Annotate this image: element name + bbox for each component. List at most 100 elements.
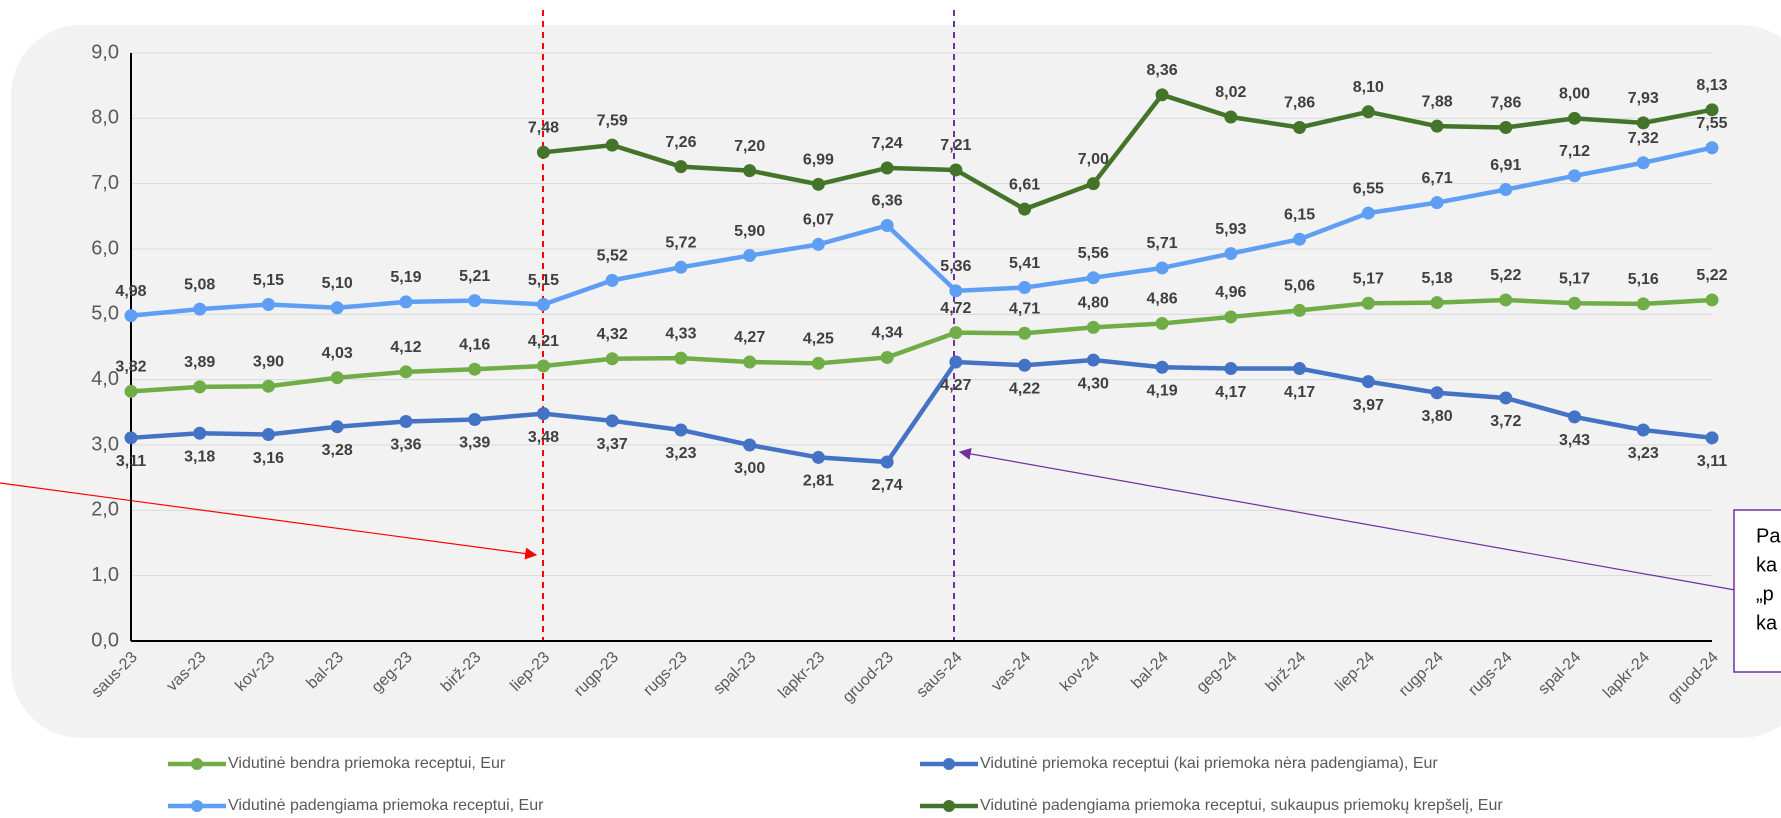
data-label: 4,72 xyxy=(940,300,971,317)
data-point xyxy=(1636,156,1650,170)
data-point xyxy=(1086,271,1100,285)
data-point xyxy=(193,380,207,394)
data-label: 6,71 xyxy=(1421,170,1452,187)
data-label: 4,96 xyxy=(1215,284,1246,301)
data-label: 5,16 xyxy=(1628,271,1659,288)
data-label: 7,55 xyxy=(1696,115,1727,132)
data-label: 3,00 xyxy=(734,460,765,477)
arrow xyxy=(958,447,1736,591)
data-point xyxy=(605,352,619,366)
data-label: 5,21 xyxy=(459,268,490,285)
data-point xyxy=(1430,119,1444,133)
data-label: 3,37 xyxy=(597,436,628,453)
data-label: 7,24 xyxy=(872,135,903,152)
data-label: 3,48 xyxy=(528,429,559,446)
data-label: 7,21 xyxy=(940,137,971,154)
data-point xyxy=(1705,141,1719,155)
data-label: 4,17 xyxy=(1284,384,1315,401)
data-label: 3,23 xyxy=(665,445,696,462)
data-label: 6,91 xyxy=(1490,157,1521,174)
data-label: 3,97 xyxy=(1353,397,1384,414)
data-label: 4,34 xyxy=(872,325,903,342)
data-point xyxy=(674,423,688,437)
data-point xyxy=(1293,120,1307,134)
data-point xyxy=(743,164,757,178)
data-label: 3,23 xyxy=(1628,445,1659,462)
data-point xyxy=(399,414,413,428)
data-label: 4,80 xyxy=(1078,295,1109,312)
data-label: 7,86 xyxy=(1490,95,1521,112)
data-point xyxy=(674,351,688,365)
data-point xyxy=(1086,320,1100,334)
data-label: 4,17 xyxy=(1215,384,1246,401)
y-tick-label: 1,0 xyxy=(91,564,119,586)
data-label: 5,93 xyxy=(1215,221,1246,238)
data-label: 4,71 xyxy=(1009,300,1040,317)
series-line xyxy=(130,357,1713,465)
data-point xyxy=(811,450,825,464)
data-label: 3,16 xyxy=(253,450,284,467)
data-point xyxy=(949,355,963,369)
data-label: 5,71 xyxy=(1147,235,1178,252)
data-point xyxy=(949,326,963,340)
data-point xyxy=(1499,120,1513,134)
data-point xyxy=(811,237,825,251)
data-point xyxy=(1636,423,1650,437)
data-label: 5,22 xyxy=(1490,267,1521,284)
data-label: 4,03 xyxy=(322,345,353,362)
data-label: 5,52 xyxy=(597,248,628,265)
data-point xyxy=(949,284,963,298)
data-point xyxy=(330,301,344,315)
data-label: 3,18 xyxy=(184,448,215,465)
data-point xyxy=(1705,293,1719,307)
data-label: 5,72 xyxy=(665,235,696,252)
data-point xyxy=(1086,353,1100,367)
data-point xyxy=(536,145,550,159)
data-point xyxy=(330,420,344,434)
data-label: 6,55 xyxy=(1353,180,1384,197)
y-tick-label: 6,0 xyxy=(91,237,119,259)
data-label: 5,10 xyxy=(322,275,353,292)
data-label: 4,19 xyxy=(1147,382,1178,399)
data-point xyxy=(949,163,963,177)
data-point xyxy=(1430,196,1444,210)
data-label: 7,12 xyxy=(1559,143,1590,160)
series-line xyxy=(130,145,1713,318)
legend-swatch xyxy=(943,758,955,770)
data-label: 5,56 xyxy=(1078,245,1109,262)
data-point xyxy=(330,371,344,385)
data-point xyxy=(1293,303,1307,317)
data-label: 3,28 xyxy=(322,442,353,459)
data-label: 5,36 xyxy=(940,258,971,275)
data-label: 3,72 xyxy=(1490,413,1521,430)
data-label: 7,93 xyxy=(1628,90,1659,107)
legend-swatch xyxy=(943,800,955,812)
data-point xyxy=(193,426,207,440)
data-point xyxy=(261,428,275,442)
data-label: 7,86 xyxy=(1284,95,1315,112)
data-point xyxy=(1224,110,1238,124)
annotation-text: ka xyxy=(1756,612,1778,634)
data-label: 4,30 xyxy=(1078,375,1109,392)
data-label: 5,18 xyxy=(1421,270,1452,287)
data-label: 4,22 xyxy=(1009,381,1040,398)
data-point xyxy=(605,138,619,152)
data-label: 3,11 xyxy=(116,453,146,470)
data-point xyxy=(1018,202,1032,216)
data-label: 5,15 xyxy=(528,272,559,289)
data-label: 3,90 xyxy=(253,353,284,370)
data-label: 5,08 xyxy=(184,276,215,293)
data-label: 2,74 xyxy=(872,477,903,494)
y-tick-label: 7,0 xyxy=(91,172,119,194)
data-label: 4,16 xyxy=(459,336,490,353)
data-point xyxy=(880,455,894,469)
data-point xyxy=(261,379,275,393)
annotation-text: Pa xyxy=(1756,525,1781,547)
data-label: 4,32 xyxy=(597,326,628,343)
data-label: 6,15 xyxy=(1284,206,1315,223)
data-label: 8,00 xyxy=(1559,86,1590,103)
y-tick-label: 5,0 xyxy=(91,303,119,325)
data-label: 8,36 xyxy=(1147,62,1178,79)
data-label: 3,11 xyxy=(1697,453,1727,470)
